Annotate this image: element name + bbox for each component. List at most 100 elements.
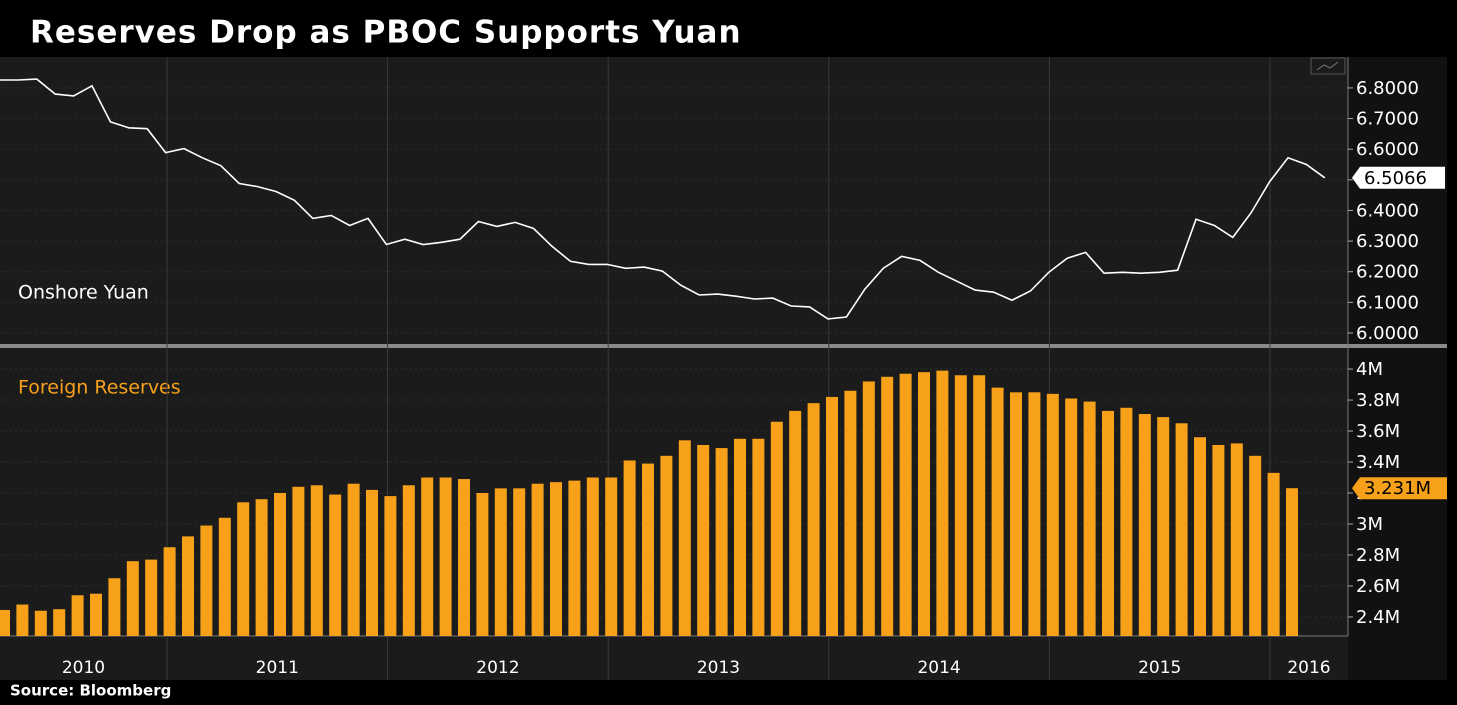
y-tick-label: 2.8M bbox=[1356, 545, 1400, 566]
bar bbox=[163, 547, 176, 636]
y-tick-label: 4M bbox=[1356, 359, 1383, 380]
bar bbox=[660, 455, 673, 636]
bar bbox=[1267, 472, 1280, 636]
bar bbox=[1083, 401, 1096, 636]
bar bbox=[476, 493, 489, 636]
y-tick-label: 6.7000 bbox=[1356, 109, 1419, 130]
bar bbox=[1065, 398, 1078, 636]
y-tick-label: 3.4M bbox=[1356, 452, 1400, 473]
bar bbox=[1157, 417, 1170, 636]
y-tick-label: 6.1000 bbox=[1356, 292, 1419, 313]
y-tick-label: 6.6000 bbox=[1356, 139, 1419, 160]
bar bbox=[1230, 443, 1243, 636]
bar bbox=[145, 559, 158, 636]
bar bbox=[678, 440, 691, 636]
bar bbox=[734, 438, 746, 636]
last-value-tag bbox=[1352, 166, 1445, 189]
bar bbox=[71, 595, 84, 636]
x-tick-label: 2012 bbox=[476, 658, 519, 678]
last-value-tag bbox=[1352, 477, 1447, 500]
y-tick-label: 2.6M bbox=[1356, 576, 1400, 597]
bar bbox=[1212, 444, 1225, 636]
y-axis-area bbox=[1348, 57, 1447, 680]
x-tick-label: 2014 bbox=[917, 658, 960, 678]
bar bbox=[34, 610, 47, 636]
icon bbox=[1310, 57, 1346, 75]
bar bbox=[973, 375, 986, 636]
x-tick-label: 2010 bbox=[62, 658, 105, 678]
bar bbox=[991, 387, 1004, 636]
bar bbox=[752, 438, 765, 636]
y-tick-label: 2.4M bbox=[1356, 607, 1400, 628]
bar bbox=[402, 485, 415, 636]
x-tick-label: 2011 bbox=[256, 658, 299, 678]
bar bbox=[274, 493, 286, 636]
bar bbox=[1175, 423, 1188, 636]
bar bbox=[844, 390, 857, 636]
bar bbox=[292, 486, 305, 636]
bar bbox=[1138, 413, 1151, 636]
bar bbox=[494, 488, 507, 636]
bar bbox=[200, 525, 213, 636]
bar bbox=[310, 485, 323, 636]
y-tick-label: 3M bbox=[1356, 514, 1383, 535]
y-tick-label: 6.8000 bbox=[1356, 78, 1419, 99]
x-axis-area bbox=[0, 636, 1348, 680]
series-label: Foreign Reserves bbox=[18, 377, 181, 399]
x-tick-label: 2016 bbox=[1287, 658, 1330, 678]
bar bbox=[347, 483, 360, 636]
y-tick-label: 6.3000 bbox=[1356, 231, 1419, 252]
bar bbox=[384, 496, 397, 636]
x-tick-label: 2015 bbox=[1138, 658, 1181, 678]
bar bbox=[531, 483, 544, 636]
x-tick-label: 2013 bbox=[697, 658, 740, 678]
bar bbox=[954, 375, 967, 636]
bar bbox=[899, 373, 912, 636]
bar bbox=[789, 410, 802, 636]
bar bbox=[16, 604, 29, 636]
last-value-label: 3.231M bbox=[1364, 478, 1431, 499]
bar bbox=[1010, 392, 1022, 636]
last-value-label: 6.5066 bbox=[1364, 168, 1427, 189]
bar bbox=[586, 477, 599, 636]
bar bbox=[1249, 455, 1262, 636]
bar bbox=[108, 578, 121, 636]
y-tick-label: 6.2000 bbox=[1356, 262, 1419, 283]
bar bbox=[182, 536, 194, 636]
bar bbox=[550, 482, 562, 636]
bar bbox=[90, 593, 102, 636]
bar bbox=[1120, 407, 1133, 636]
bar bbox=[126, 561, 139, 636]
bar bbox=[458, 479, 470, 636]
y-tick-label: 3.8M bbox=[1356, 390, 1400, 411]
bar bbox=[0, 609, 10, 636]
bar bbox=[513, 488, 526, 636]
icon bbox=[1316, 61, 1339, 71]
y-tick-label: 6.4000 bbox=[1356, 200, 1419, 221]
bar bbox=[255, 499, 268, 636]
bar bbox=[1028, 392, 1041, 636]
y-tick-label: 3.6M bbox=[1356, 421, 1400, 442]
bar bbox=[605, 477, 618, 636]
bar bbox=[568, 480, 581, 636]
bar bbox=[439, 477, 452, 636]
bar bbox=[53, 609, 66, 636]
bar bbox=[1102, 410, 1114, 636]
bar bbox=[421, 477, 434, 636]
series-label: Onshore Yuan bbox=[18, 282, 149, 304]
source: Source: Bloomberg bbox=[10, 682, 171, 700]
bar bbox=[329, 494, 342, 636]
chart-title: Reserves Drop as PBOC Supports Yuan bbox=[30, 15, 742, 51]
bar bbox=[623, 460, 636, 636]
bar bbox=[936, 370, 949, 636]
bar bbox=[715, 448, 728, 636]
bar bbox=[770, 421, 783, 636]
bar bbox=[642, 463, 654, 636]
bar bbox=[826, 396, 838, 636]
bar bbox=[1194, 437, 1206, 636]
bar bbox=[218, 517, 231, 636]
bar bbox=[1286, 488, 1298, 636]
bar bbox=[918, 372, 930, 636]
